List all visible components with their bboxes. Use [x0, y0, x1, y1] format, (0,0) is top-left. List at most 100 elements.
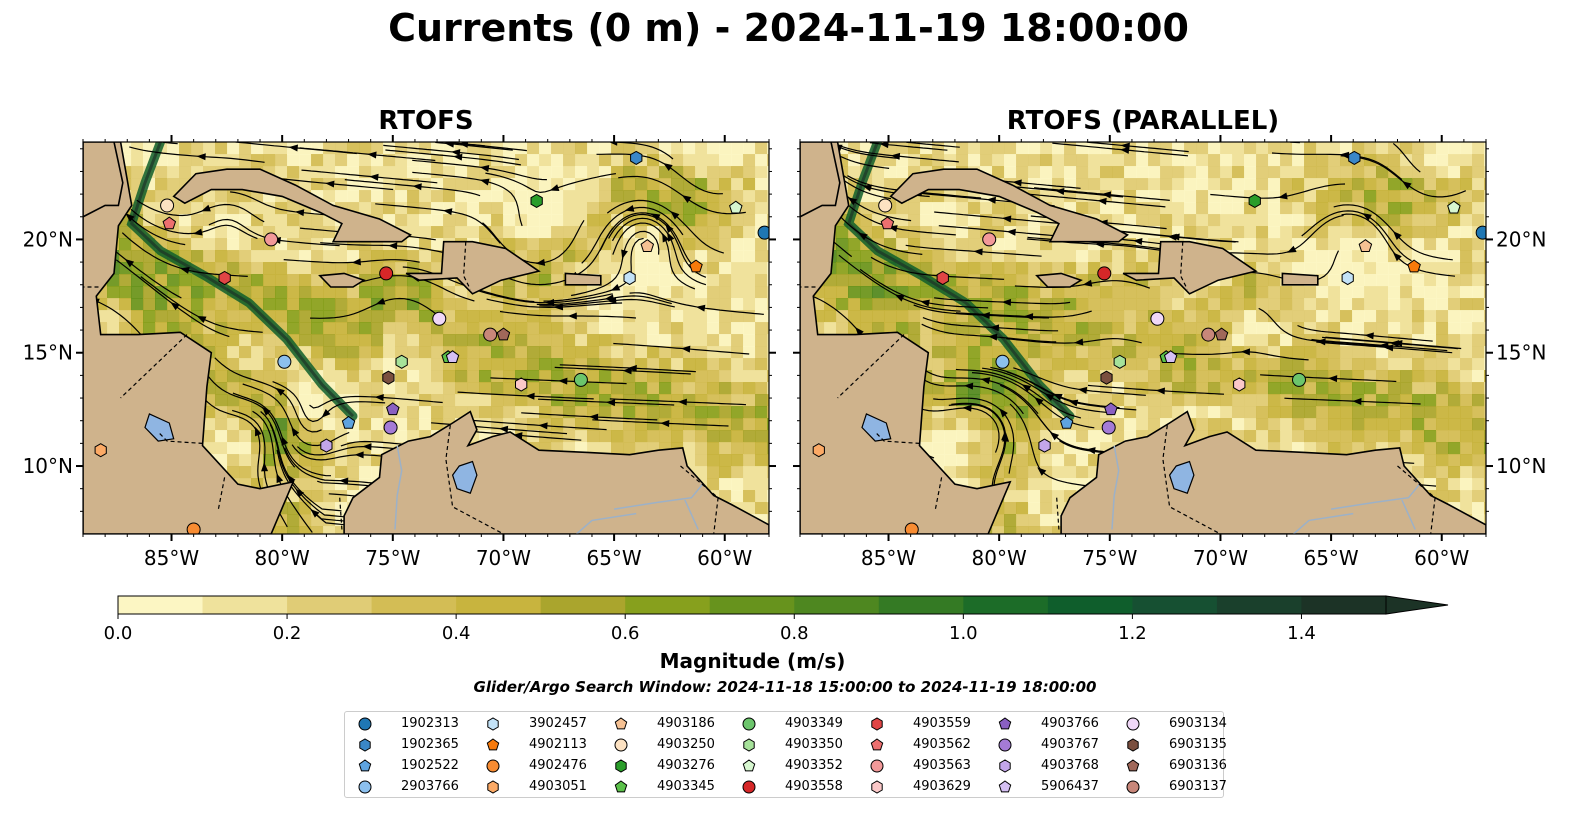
- float-marker-4903051: [94, 443, 107, 458]
- float-marker-4903558: [379, 266, 394, 281]
- legend-marker: [871, 717, 883, 731]
- legend-label: 4903250: [657, 737, 715, 752]
- legend-label: 4902113: [529, 737, 587, 752]
- lat-tick-label-left: 15°N: [23, 341, 73, 365]
- colorbar-tick-label: 1.0: [949, 623, 978, 640]
- map-panels: 85°W 80°W 75°W 70°W 65°W 60°W 20°N 15°N 10°N 85°W…: [23, 135, 1546, 570]
- legend-label: 6903134: [1169, 716, 1227, 731]
- colorbar: 0.0 0.2 0.4 0.6 0.8 1.0 1.2 1.4: [104, 595, 1449, 640]
- float-marker-6903135: [382, 370, 395, 385]
- search-window-note: Glider/Argo Search Window: 2024-11-18 15…: [473, 678, 1097, 696]
- lon-tick-label: 70°W: [1193, 546, 1248, 570]
- lon-tick-label: 75°W: [1082, 546, 1137, 570]
- map-rtofs: [83, 142, 769, 534]
- float-marker-1902313: [1475, 225, 1486, 240]
- legend-label: 4903629: [913, 779, 971, 794]
- legend-marker: [743, 738, 755, 752]
- legend-marker: [1126, 780, 1140, 794]
- float-marker-6903135: [1100, 370, 1113, 385]
- map-rtofs-parallel: [800, 142, 1486, 534]
- lon-tick-label: 65°W: [586, 546, 641, 570]
- lat-tick-label-left: 20°N: [23, 227, 73, 251]
- lon-tick-label: 80°W: [255, 546, 310, 570]
- lon-tick-label: 85°W: [144, 546, 199, 570]
- float-marker-4903562: [880, 216, 895, 230]
- legend-marker: [1126, 759, 1140, 772]
- legend-label: 4903349: [785, 716, 843, 731]
- colorbar-segment: [625, 596, 711, 614]
- colorbar-tick-label: 1.2: [1118, 623, 1147, 640]
- float-marker-5906437: [1163, 350, 1178, 363]
- colorbar-segment: [540, 596, 626, 614]
- lon-tick-label: 60°W: [1414, 546, 1469, 570]
- lon-tick-label: 75°W: [365, 546, 420, 570]
- colorbar-segment: [1132, 596, 1218, 614]
- float-marker-4903766: [1104, 402, 1118, 416]
- float-marker-4902113: [689, 259, 703, 273]
- legend-marker: [487, 780, 499, 794]
- float-marker-2903766: [277, 354, 292, 369]
- legend-label: 4903051: [529, 779, 587, 794]
- float-marker-4903349: [1292, 372, 1307, 387]
- float-marker-4903767: [1101, 420, 1116, 435]
- colorbar-tick-label: 0.4: [442, 623, 471, 640]
- colorbar-segment: [456, 596, 542, 614]
- legend-marker: [487, 717, 499, 731]
- float-marker-4902476: [186, 522, 201, 534]
- float-marker-4903558: [1097, 266, 1112, 281]
- legend-label: 4903559: [913, 716, 971, 731]
- colorbar-tick-label: 0.8: [780, 623, 809, 640]
- legend-label: 4903558: [785, 779, 843, 794]
- float-marker-4903186: [640, 239, 655, 252]
- colorbar-tick-label: 1.4: [1287, 623, 1316, 640]
- colorbar-extend-arrow: [1385, 595, 1449, 615]
- colorbar-segment: [963, 596, 1049, 614]
- float-marker-6903136: [1214, 327, 1229, 341]
- float-marker-1902365: [1348, 150, 1361, 165]
- float-marker-4903559: [218, 270, 231, 286]
- legend-marker: [870, 759, 884, 773]
- colorbar-segment: [1047, 596, 1133, 614]
- legend-marker: [998, 780, 1012, 793]
- legend-marker: [615, 759, 627, 773]
- float-marker-4903768: [320, 438, 333, 453]
- float-marker-1902522: [1059, 415, 1074, 429]
- float-marker-4903276: [1248, 193, 1261, 208]
- colorbar-tick-label: 0.2: [273, 623, 302, 640]
- float-marker-4903559: [936, 270, 949, 286]
- panel-title-rtofs: RTOFS: [378, 106, 474, 136]
- float-marker-4903629: [515, 377, 528, 392]
- float-marker-4903276: [530, 193, 543, 208]
- legend-label: 2903766: [401, 779, 459, 794]
- legend-label: 4903768: [1041, 758, 1099, 773]
- legend-label: 5906437: [1041, 779, 1099, 794]
- lat-tick-label-left: 10°N: [23, 454, 73, 478]
- lon-tick-label: 70°W: [476, 546, 531, 570]
- float-marker-4903766: [386, 402, 400, 416]
- float-marker-4903768: [1038, 438, 1051, 453]
- legend-marker: [999, 759, 1011, 773]
- float-marker-4903563: [982, 232, 997, 247]
- colorbar-segment: [794, 596, 880, 614]
- legend-label: 1902313: [401, 716, 459, 731]
- float-marker-1902313: [757, 225, 769, 240]
- legend-label: 6903137: [1169, 779, 1227, 794]
- colorbar-segment: [878, 596, 964, 614]
- legend-label: 6903135: [1169, 737, 1227, 752]
- lon-tick-label: 65°W: [1303, 546, 1358, 570]
- lat-tick-label-right: 20°N: [1496, 227, 1546, 251]
- legend-label: 4903352: [785, 758, 843, 773]
- colorbar-label: Magnitude (m/s): [659, 649, 846, 673]
- legend-marker: [870, 738, 884, 751]
- float-marker-4903563: [264, 232, 279, 247]
- figure-title: Currents (0 m) - 2024-11-19 18:00:00: [388, 6, 1189, 50]
- colorbar-tick-label: 0.6: [611, 623, 640, 640]
- legend-marker: [358, 759, 372, 772]
- legend-marker: [1127, 738, 1139, 752]
- legend-label: 4903186: [657, 716, 715, 731]
- legend-marker: [742, 759, 756, 772]
- lat-tick-label-right: 15°N: [1496, 341, 1546, 365]
- legend-marker: [742, 780, 756, 794]
- lat-tick-label-right: 10°N: [1496, 454, 1546, 478]
